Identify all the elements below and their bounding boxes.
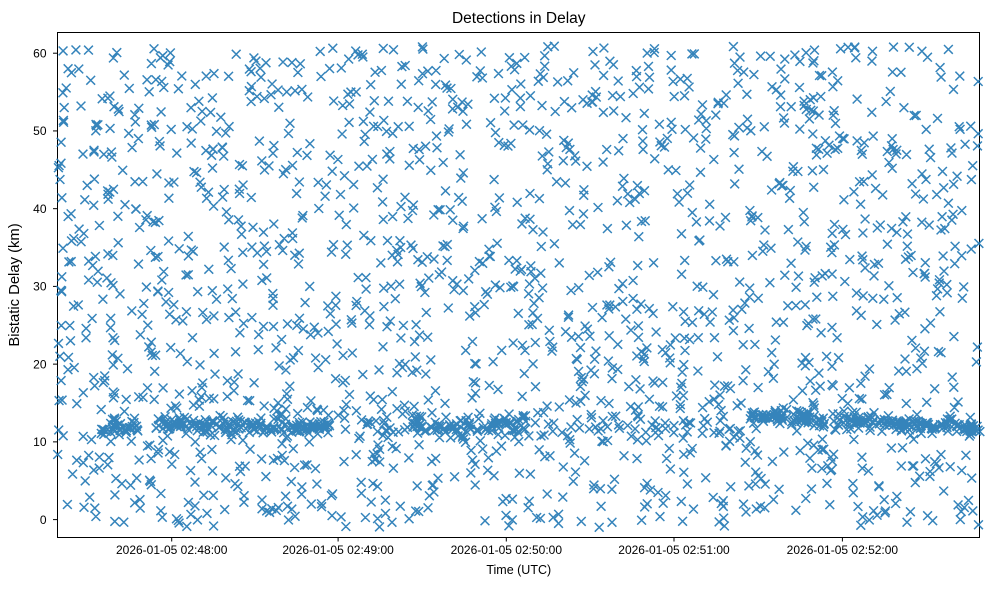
svg-text:2026-01-05 02:51:00: 2026-01-05 02:51:00 — [618, 543, 730, 557]
svg-text:0: 0 — [40, 513, 47, 527]
svg-text:20: 20 — [33, 357, 47, 371]
svg-text:2026-01-05 02:48:00: 2026-01-05 02:48:00 — [116, 543, 228, 557]
svg-text:60: 60 — [33, 46, 47, 60]
svg-text:40: 40 — [33, 202, 47, 216]
svg-text:2026-01-05 02:49:00: 2026-01-05 02:49:00 — [282, 543, 394, 557]
svg-text:10: 10 — [33, 435, 47, 449]
svg-text:2026-01-05 02:52:00: 2026-01-05 02:52:00 — [787, 543, 899, 557]
svg-text:30: 30 — [33, 280, 47, 294]
svg-text:2026-01-05 02:50:00: 2026-01-05 02:50:00 — [451, 543, 563, 557]
svg-text:50: 50 — [33, 124, 47, 138]
